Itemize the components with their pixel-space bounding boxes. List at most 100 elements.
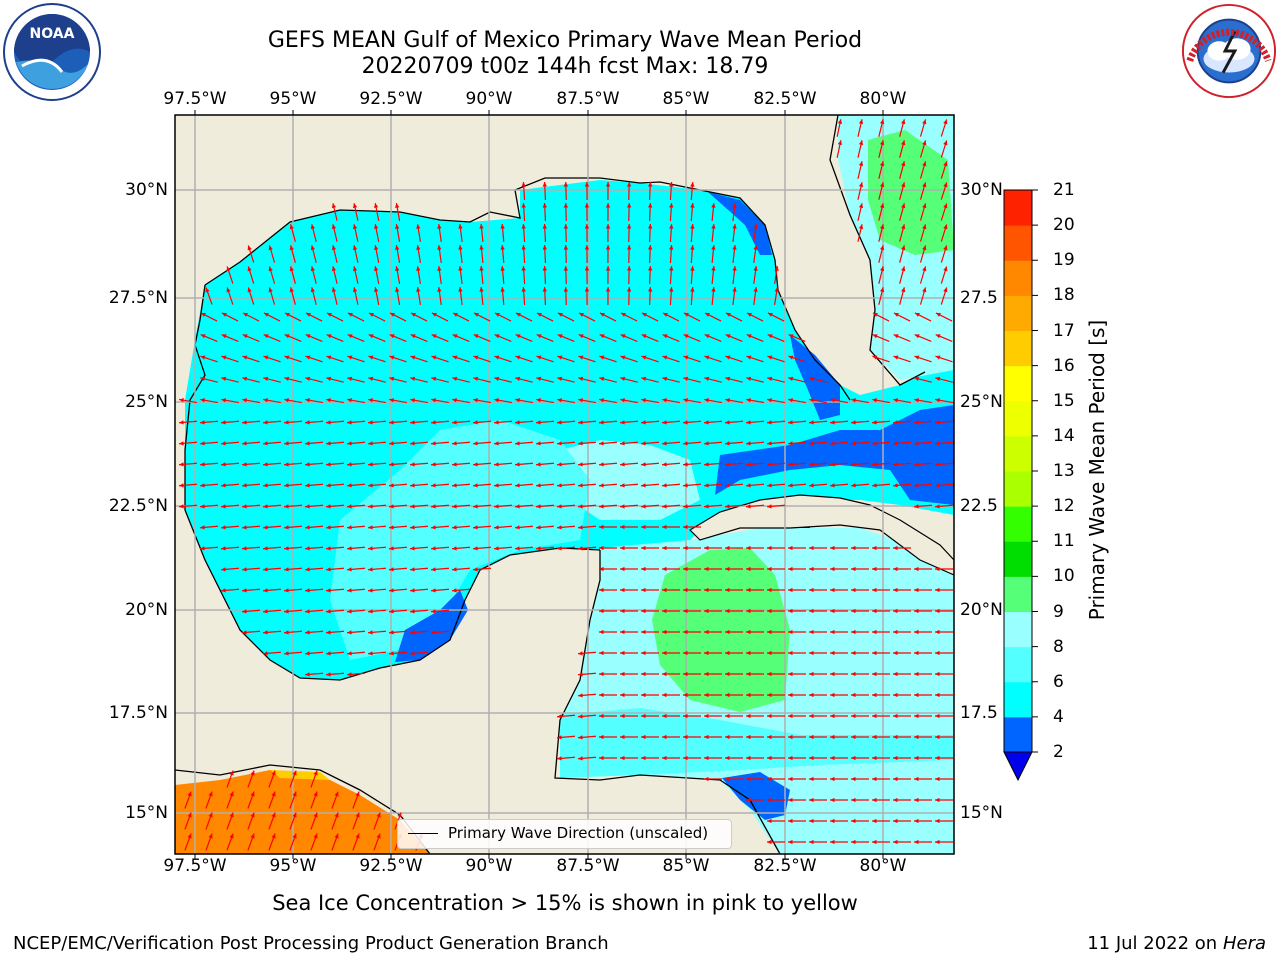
- wave-direction-arrowhead: [683, 608, 688, 614]
- wave-direction-arrowhead: [326, 483, 331, 488]
- wave-direction-arrowhead: [851, 734, 856, 740]
- wave-direction-arrowhead: [326, 355, 332, 360]
- wave-direction-arrowhead: [746, 312, 752, 317]
- wave-direction-arrowhead: [746, 650, 751, 656]
- wave-direction-arrowhead: [788, 608, 793, 614]
- wave-direction-arrowhead: [578, 398, 583, 403]
- wave-direction-arrowhead: [746, 334, 752, 339]
- wave-direction-arrowhead: [690, 266, 695, 271]
- wave-direction-arrowhead: [830, 483, 835, 488]
- wave-direction-arrowhead: [683, 566, 688, 572]
- wave-direction-arrowhead: [452, 567, 457, 572]
- wave-direction-arrowhead: [690, 245, 695, 250]
- wave-direction-arrowhead: [879, 203, 885, 209]
- wave-direction-arrowhead: [767, 312, 773, 317]
- wave-direction-arrowhead: [452, 420, 457, 425]
- x-tick-top: 97.5°W: [163, 89, 227, 109]
- wave-direction-arrowhead: [620, 755, 625, 761]
- wave-direction-arrowhead: [326, 334, 332, 339]
- wave-direction-arrowhead: [452, 588, 457, 593]
- blue-band-florida: [790, 335, 840, 420]
- wave-direction-arrowhead: [704, 776, 709, 782]
- wave-direction-arrowhead: [208, 812, 213, 818]
- wave-direction-arrowhead: [641, 566, 646, 572]
- pacific-orange: [175, 770, 430, 854]
- wave-direction-arrowhead: [431, 630, 436, 635]
- wave-direction-arrowhead: [410, 312, 416, 317]
- wave-direction-arrowhead: [620, 398, 625, 403]
- green-patch-atlantic: [868, 130, 954, 255]
- wave-direction-arrowhead: [879, 119, 885, 125]
- wave-direction-arrowhead: [872, 776, 877, 782]
- wave-direction-arrowhead: [788, 839, 793, 845]
- map-legend: Primary Wave Direction (unscaled): [397, 819, 732, 849]
- wave-direction-arrowhead: [179, 398, 184, 403]
- colorbar-segment: [1004, 471, 1032, 507]
- wave-direction-arrowhead: [935, 713, 940, 719]
- wave-direction-arrowhead: [851, 755, 856, 761]
- wave-direction-arrowhead: [732, 266, 737, 271]
- wave-direction-arrowhead: [284, 546, 289, 551]
- wave-direction-arrowhead: [641, 713, 646, 719]
- wave-direction-arrowhead: [922, 182, 927, 188]
- wave-direction-arrowhead: [914, 566, 919, 572]
- wave-direction-arrowhead: [284, 588, 289, 593]
- wave-direction-arrowhead: [373, 245, 379, 251]
- wave-direction-arrowhead: [893, 797, 898, 803]
- wave-direction-arrowhead: [767, 839, 772, 845]
- wave-direction-arrowhead: [331, 224, 337, 230]
- wave-direction-arrowhead: [788, 587, 793, 593]
- wave-direction-arrowhead: [809, 420, 814, 425]
- colorbar-tick-label: 11: [1053, 531, 1075, 552]
- wave-direction-arrowhead: [922, 203, 927, 209]
- wave-direction-arrowhead: [935, 566, 940, 572]
- wave-direction-arrowhead: [620, 441, 625, 446]
- wave-direction-arrowhead: [347, 630, 352, 635]
- wave-direction-arrowhead: [368, 504, 373, 509]
- wave-direction-arrowhead: [767, 545, 772, 551]
- colorbar-tick-label: 18: [1053, 285, 1075, 306]
- wave-direction-arrowhead: [662, 524, 667, 530]
- wave-direction-arrowhead: [200, 525, 205, 530]
- wave-direction-arrowhead: [578, 355, 584, 360]
- wave-direction-arrowhead: [331, 266, 337, 272]
- wave-direction-arrowhead: [662, 629, 667, 635]
- wave-direction-arrowhead: [830, 734, 835, 740]
- wave-direction-arrowhead: [200, 441, 205, 446]
- wave-direction-arrowhead: [620, 483, 625, 488]
- wave-direction-arrowhead: [753, 266, 758, 271]
- wave-direction-arrowhead: [872, 545, 877, 551]
- wave-direction-arrowhead: [536, 355, 542, 360]
- wave-direction-arrowhead: [809, 441, 814, 446]
- wave-direction-arrowhead: [901, 140, 906, 146]
- wave-direction-arrowhead: [368, 630, 373, 635]
- wave-direction-arrowhead: [268, 245, 273, 251]
- wave-direction-arrowhead: [187, 833, 192, 839]
- wave-direction-arrowhead: [263, 420, 268, 425]
- wave-direction-arrowhead: [500, 266, 505, 271]
- wave-direction-arrowhead: [893, 734, 898, 740]
- colorbar-segment: [1004, 295, 1032, 331]
- wave-direction-arrowhead: [229, 812, 234, 818]
- wave-direction-arrowhead: [263, 546, 268, 551]
- colorbar-segment: [1004, 435, 1032, 472]
- wave-direction-arrowhead: [326, 420, 331, 425]
- wave-direction-arrowhead: [284, 504, 289, 509]
- wave-direction-arrowhead: [788, 420, 793, 425]
- wave-direction-arrowhead: [599, 734, 604, 740]
- wave-direction-arrowhead: [515, 398, 520, 403]
- wave-direction-arrowhead: [536, 420, 541, 425]
- wave-direction-arrowhead: [584, 182, 590, 187]
- wave-direction-arrowhead: [247, 245, 252, 251]
- wave-direction-arrowhead: [263, 312, 269, 317]
- wave-direction-arrowhead: [515, 441, 520, 446]
- wave-direction-arrowhead: [872, 462, 877, 467]
- wave-direction-arrowhead: [536, 525, 541, 530]
- wave-direction-arrowhead: [599, 441, 604, 446]
- wave-direction-arrowhead: [247, 287, 252, 293]
- wave-direction-arrowhead: [268, 266, 273, 272]
- colorbar-tick-label: 14: [1053, 425, 1075, 446]
- wave-direction-arrowhead: [767, 797, 772, 803]
- wave-direction-arrowhead: [788, 566, 793, 572]
- wave-direction-arrowhead: [389, 609, 394, 614]
